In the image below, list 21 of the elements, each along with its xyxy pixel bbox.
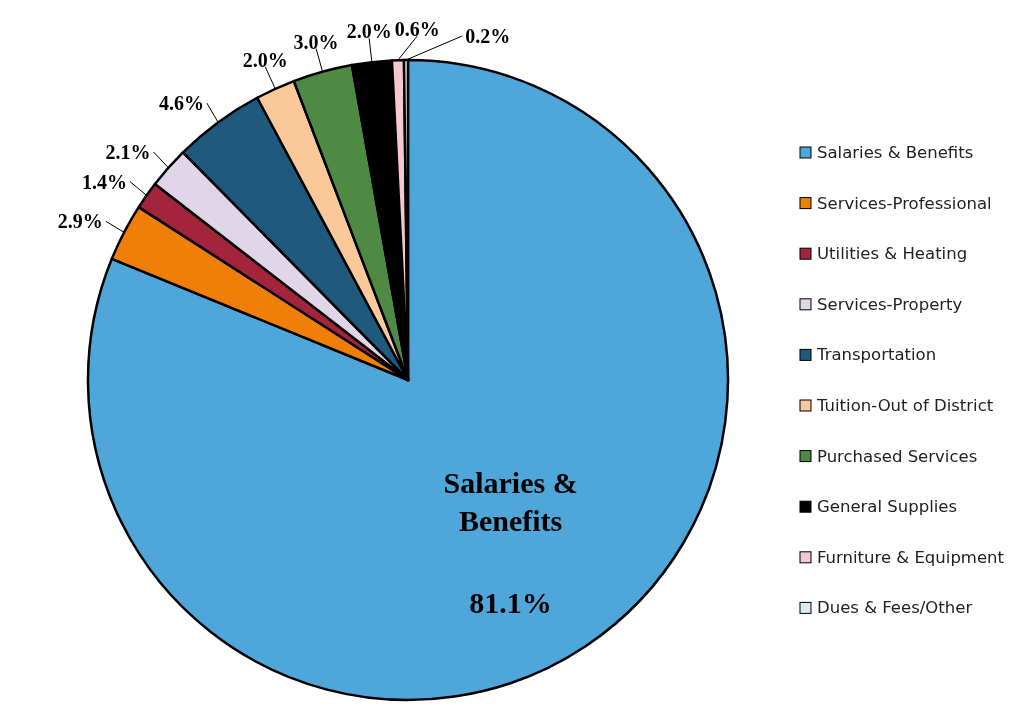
- data-label: 81.1%: [469, 585, 552, 619]
- data-label: 3.0%: [293, 30, 339, 53]
- legend-label: Dues & Fees/Other: [817, 598, 973, 618]
- data-label: 2.9%: [57, 210, 103, 233]
- legend-label: Salaries & Benefits: [817, 143, 974, 162]
- legend-label: Services-Property: [817, 294, 963, 314]
- legend-label: Utilities & Heating: [817, 244, 968, 264]
- data-label: 4.6%: [158, 92, 204, 115]
- legend-label: Tuition-Out of District: [816, 396, 994, 415]
- legend-label: General Supplies: [817, 497, 958, 517]
- legend-label: Transportation: [816, 345, 937, 365]
- data-label: 2.1%: [105, 140, 151, 163]
- legend-label: Furniture & Equipment: [817, 547, 1005, 567]
- legend-label: Purchased Services: [817, 446, 978, 466]
- data-label: 0.6%: [394, 18, 440, 41]
- data-label: 2.0%: [346, 20, 392, 43]
- data-label: 2.0%: [242, 48, 288, 71]
- legend-label: Services-Professional: [817, 193, 992, 213]
- slice-label: Salaries & Benefits: [443, 465, 578, 537]
- data-label: 1.4%: [81, 170, 127, 193]
- data-label: 0.2%: [465, 25, 511, 48]
